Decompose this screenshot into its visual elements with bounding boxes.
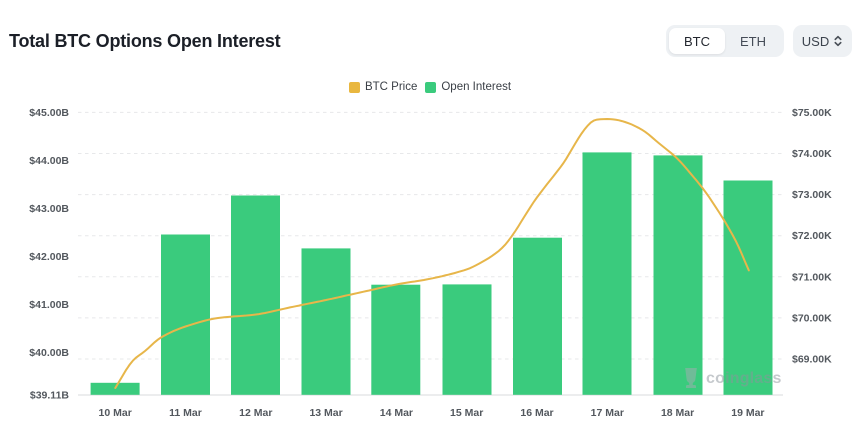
svg-text:$74.00K: $74.00K [792, 148, 832, 160]
svg-text:19 Mar: 19 Mar [731, 407, 764, 419]
svg-text:$71.00K: $71.00K [792, 271, 832, 283]
svg-text:14 Mar: 14 Mar [380, 407, 413, 419]
svg-text:$42.00B: $42.00B [29, 251, 69, 263]
svg-text:17 Mar: 17 Mar [591, 407, 624, 419]
svg-text:10 Mar: 10 Mar [99, 407, 132, 419]
svg-text:$44.00B: $44.00B [29, 155, 69, 167]
svg-text:$72.00K: $72.00K [792, 230, 832, 242]
svg-text:$73.00K: $73.00K [792, 189, 832, 201]
svg-text:$69.00K: $69.00K [792, 354, 832, 366]
svg-text:11 Mar: 11 Mar [169, 407, 202, 419]
svg-text:18 Mar: 18 Mar [661, 407, 694, 419]
svg-text:$45.00B: $45.00B [29, 107, 69, 119]
svg-text:$40.00B: $40.00B [29, 347, 69, 359]
svg-text:15 Mar: 15 Mar [450, 407, 483, 419]
svg-text:12 Mar: 12 Mar [239, 407, 272, 419]
svg-text:$43.00B: $43.00B [29, 203, 69, 215]
svg-text:$75.00K: $75.00K [792, 107, 832, 119]
svg-text:13 Mar: 13 Mar [309, 407, 342, 419]
svg-text:16 Mar: 16 Mar [520, 407, 553, 419]
svg-text:$39.11B: $39.11B [30, 390, 70, 402]
svg-text:$41.00B: $41.00B [29, 299, 69, 311]
svg-text:$70.00K: $70.00K [792, 312, 832, 324]
